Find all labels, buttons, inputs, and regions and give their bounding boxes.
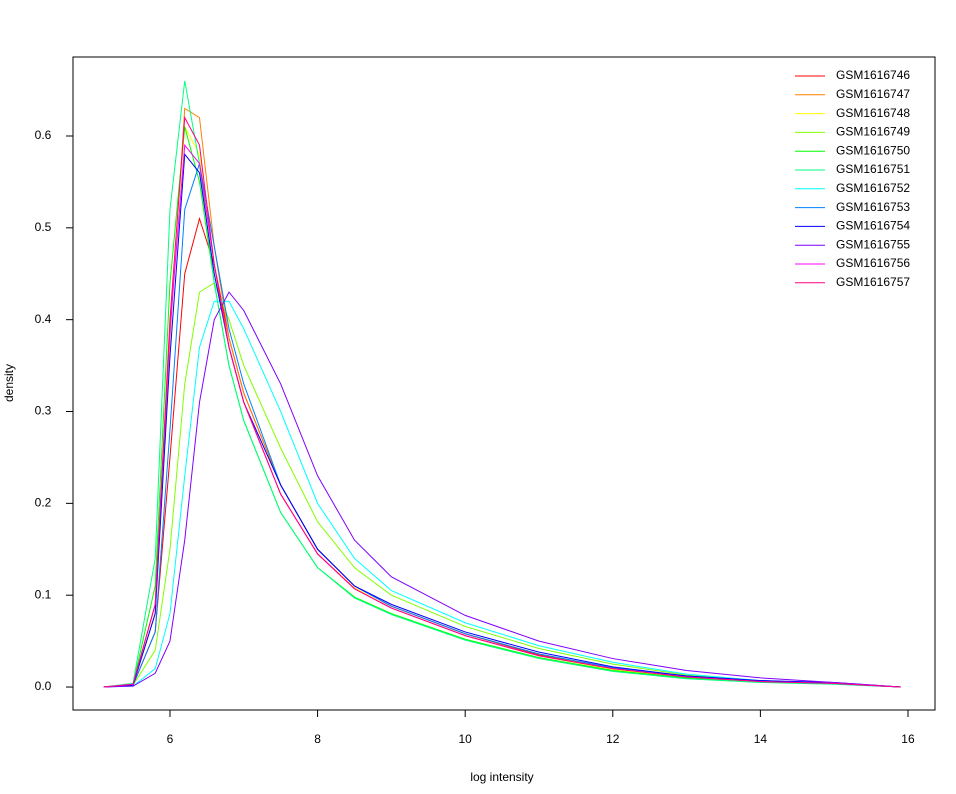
plot-frame (72, 56, 936, 711)
x-tick-label: 14 (754, 732, 768, 746)
y-axis-label: density (2, 364, 16, 402)
legend-label: GSM1616753 (836, 200, 910, 214)
y-tick-label: 0.4 (35, 312, 52, 326)
series-line (103, 115, 901, 688)
series-line (103, 80, 901, 688)
legend-label: GSM1616757 (836, 275, 910, 289)
series-line (103, 216, 901, 688)
series-line (103, 153, 901, 688)
y-tick-label: 0.2 (35, 496, 52, 510)
y-tick-label: 0.3 (35, 404, 52, 418)
y-tick-label: 0.0 (35, 679, 52, 693)
legend-label: GSM1616750 (836, 143, 910, 157)
legend-label: GSM1616756 (836, 256, 910, 270)
series-line (103, 163, 901, 688)
legend-label: GSM1616747 (836, 87, 910, 101)
y-tick-label: 0.5 (35, 220, 52, 234)
series-line (103, 125, 901, 688)
legend-label: GSM1616746 (836, 68, 910, 82)
series-line (103, 143, 901, 688)
legend-label: GSM1616754 (836, 219, 910, 233)
x-axis-label: log intensity (470, 770, 533, 784)
x-tick-label: 12 (606, 732, 620, 746)
series-line (103, 300, 901, 688)
y-tick-label: 0.1 (35, 587, 52, 601)
y-tick-label: 0.6 (35, 128, 52, 142)
series-line (103, 107, 901, 688)
x-tick-label: 8 (314, 732, 321, 746)
legend-label: GSM1616755 (836, 237, 910, 251)
legend-label: GSM1616748 (836, 106, 910, 120)
legend-label: GSM1616751 (836, 162, 910, 176)
x-tick-label: 6 (167, 732, 174, 746)
x-tick-label: 16 (901, 732, 915, 746)
series-line (103, 282, 901, 688)
x-tick-label: 10 (459, 732, 473, 746)
legend-label: GSM1616749 (836, 125, 910, 139)
series-line (103, 291, 901, 688)
legend-label: GSM1616752 (836, 181, 910, 195)
series-line (103, 126, 901, 688)
